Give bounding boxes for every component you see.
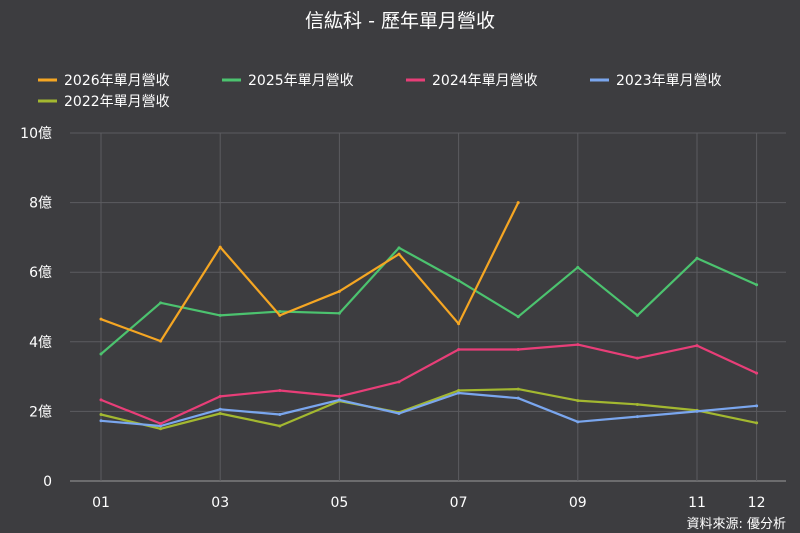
data-point xyxy=(337,398,341,402)
data-point xyxy=(218,411,222,415)
data-point xyxy=(576,420,580,424)
series-line xyxy=(99,343,758,425)
data-point xyxy=(457,279,461,283)
data-point xyxy=(99,413,103,417)
x-tick-label: 12 xyxy=(748,495,766,511)
data-point xyxy=(516,387,520,391)
data-point xyxy=(337,311,341,315)
data-point xyxy=(695,256,699,260)
data-point xyxy=(278,313,282,317)
series-line xyxy=(99,201,520,343)
series-line xyxy=(99,388,758,430)
data-point xyxy=(278,389,282,393)
data-point xyxy=(99,352,103,356)
data-point xyxy=(159,427,163,431)
data-point xyxy=(218,407,222,411)
data-point xyxy=(278,413,282,417)
data-point xyxy=(159,422,163,426)
series-line xyxy=(99,246,758,356)
data-point xyxy=(397,246,401,250)
data-point xyxy=(457,322,461,326)
data-point xyxy=(99,419,103,423)
data-point xyxy=(576,399,580,403)
y-tick-label: 6億 xyxy=(29,265,52,281)
data-point xyxy=(755,283,759,287)
data-point xyxy=(457,347,461,351)
x-tick-label: 05 xyxy=(330,495,348,511)
chart-title: 信紘科 - 歷年單月營收 xyxy=(305,10,495,32)
x-tick-label: 07 xyxy=(450,495,468,511)
x-tick-label: 11 xyxy=(688,495,706,511)
data-point xyxy=(516,396,520,400)
data-point xyxy=(397,380,401,384)
data-point xyxy=(159,424,163,428)
data-point xyxy=(576,265,580,269)
legend-label[interactable]: 2023年單月營收 xyxy=(616,73,722,89)
data-point xyxy=(337,289,341,293)
series-line xyxy=(99,391,758,428)
data-point xyxy=(576,343,580,347)
data-point xyxy=(635,356,639,360)
data-point xyxy=(635,313,639,317)
legend-label[interactable]: 2025年單月營收 xyxy=(248,73,354,89)
data-point xyxy=(516,201,520,205)
legend: 2026年單月營收 2025年單月營收 2024年單月營收 2023年單月營收 2022… xyxy=(38,73,722,110)
data-point xyxy=(278,424,282,428)
data-point xyxy=(695,344,699,348)
data-point xyxy=(695,409,699,413)
y-tick-label: 2億 xyxy=(29,404,52,420)
y-tick-label: 0 xyxy=(43,474,52,490)
x-axis-ticks: 01 03 05 07 09 11 12 xyxy=(92,495,765,511)
data-point xyxy=(516,347,520,351)
y-tick-label: 8億 xyxy=(29,196,52,212)
data-point xyxy=(278,310,282,314)
y-tick-label: 10億 xyxy=(20,126,52,142)
data-point xyxy=(516,315,520,319)
data-point xyxy=(755,371,759,375)
data-point xyxy=(337,394,341,398)
data-point xyxy=(755,404,759,408)
data-point xyxy=(397,252,401,256)
data-point xyxy=(159,301,163,305)
y-axis-ticks: 0 2億 4億 6億 8億 10億 xyxy=(20,126,52,490)
legend-label[interactable]: 2024年單月營收 xyxy=(432,73,538,89)
data-point xyxy=(159,339,163,343)
data-point xyxy=(99,398,103,402)
data-point xyxy=(218,313,222,317)
legend-label[interactable]: 2026年單月營收 xyxy=(64,73,170,89)
data-point xyxy=(99,317,103,321)
data-point xyxy=(635,415,639,419)
source-note: 資料來源: 優分析 xyxy=(686,517,786,532)
x-tick-label: 01 xyxy=(92,495,110,511)
data-point xyxy=(635,402,639,406)
series-lines xyxy=(99,201,759,431)
data-point xyxy=(218,245,222,249)
data-point xyxy=(755,421,759,425)
legend-label[interactable]: 2022年單月營收 xyxy=(64,94,170,110)
data-point xyxy=(218,394,222,398)
data-point xyxy=(457,391,461,395)
gridlines xyxy=(70,132,786,482)
x-tick-label: 09 xyxy=(569,495,587,511)
y-tick-label: 4億 xyxy=(29,335,52,351)
data-point xyxy=(397,411,401,415)
data-point xyxy=(457,389,461,393)
x-tick-label: 03 xyxy=(211,495,229,511)
